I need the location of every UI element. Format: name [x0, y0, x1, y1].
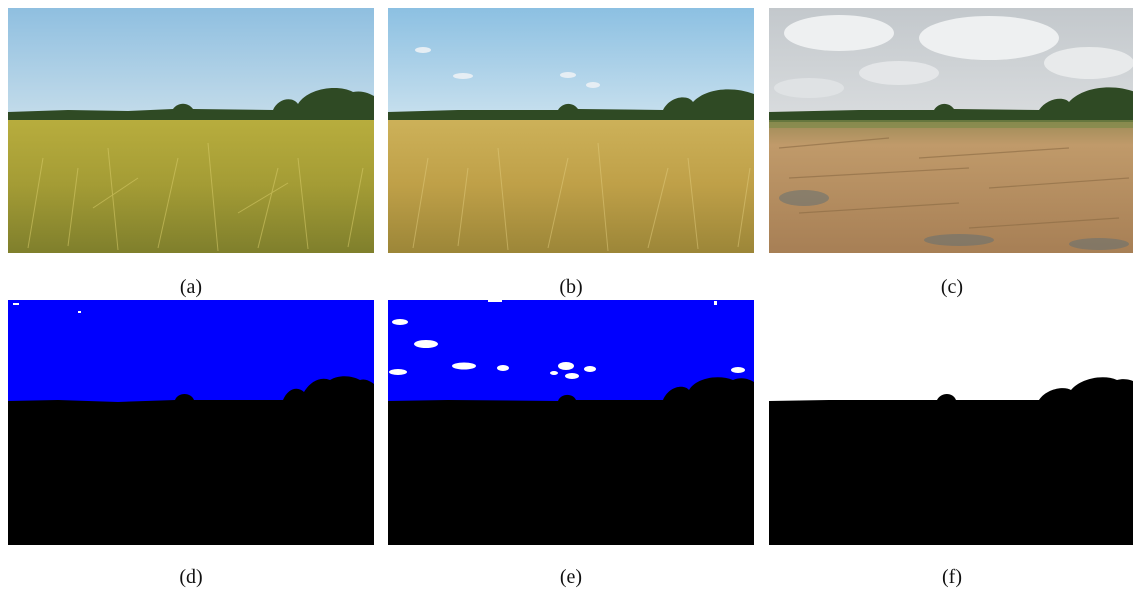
mask-sky-segmentation-a	[8, 300, 374, 545]
mask-f-image	[769, 300, 1133, 545]
caption-d: (d)	[179, 566, 203, 588]
caption-e: (e)	[559, 566, 583, 588]
photo-a-image	[8, 8, 374, 253]
photo-rice-field-green	[8, 8, 374, 253]
mask-sky-segmentation-c	[769, 300, 1133, 545]
photo-b-image	[388, 8, 754, 253]
caption-f: (f)	[942, 566, 962, 588]
photo-rice-field-golden	[388, 8, 754, 253]
caption-a: (a)	[179, 276, 203, 298]
mask-e-image	[388, 300, 754, 545]
caption-c: (c)	[940, 276, 964, 298]
mask-d-image	[8, 300, 374, 545]
photo-c-image	[769, 8, 1133, 253]
photo-rice-field-harvested	[769, 8, 1133, 253]
mask-sky-segmentation-b	[388, 300, 754, 545]
caption-b: (b)	[559, 276, 583, 298]
